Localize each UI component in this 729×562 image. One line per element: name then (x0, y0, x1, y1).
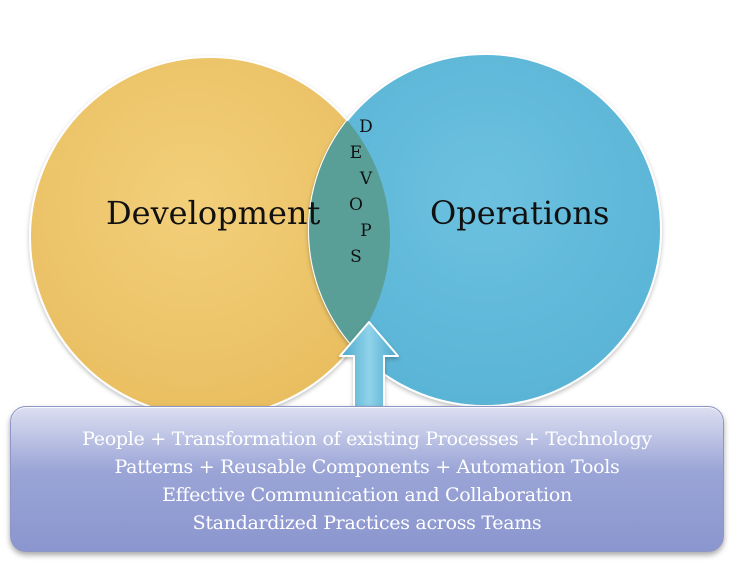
devops-definition-box: People + Transformation of existing Proc… (10, 406, 724, 552)
definition-line: People + Transformation of existing Proc… (82, 428, 652, 450)
devops-vertical-text: D E V O P S (343, 114, 377, 270)
definition-line: Patterns + Reusable Components + Automat… (114, 456, 620, 478)
definition-line: Standardized Practices across Teams (192, 512, 542, 534)
devops-letter: D (359, 117, 373, 137)
development-label: Development (106, 194, 321, 232)
definition-lines: People + Transformation of existing Proc… (11, 425, 723, 537)
devops-letter: V (359, 169, 373, 189)
devops-letter: E (349, 143, 363, 163)
devops-letter: O (349, 195, 363, 215)
devops-letter: S (350, 247, 362, 267)
devops-letter: P (360, 221, 372, 241)
operations-label: Operations (430, 194, 610, 232)
definition-line: Effective Communication and Collaboratio… (162, 484, 572, 506)
